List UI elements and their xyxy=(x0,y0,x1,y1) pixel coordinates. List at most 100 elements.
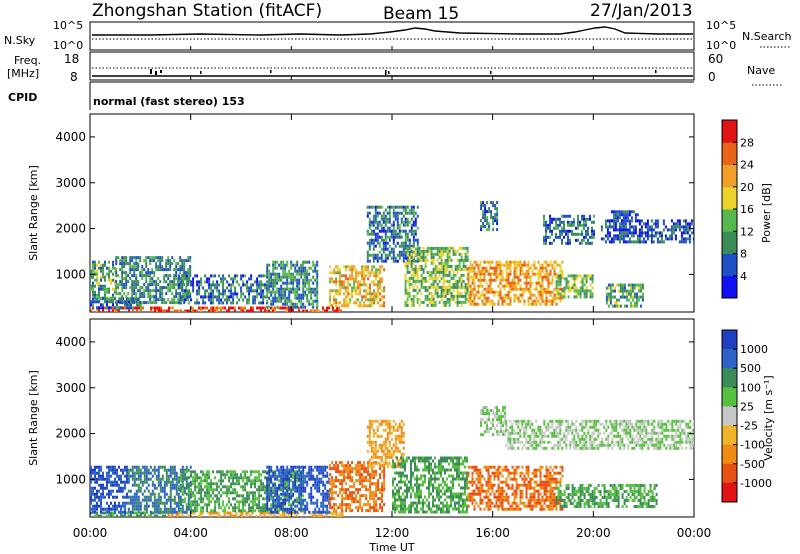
sky-right-tick-bottom: 10^0 xyxy=(706,39,736,52)
power-ytick-label: 2000 xyxy=(55,222,86,236)
power-colorbar-tick-label: 12 xyxy=(740,225,754,238)
power-region xyxy=(404,246,469,307)
power-colorbar: 4 8 12 16 20 24 28 xyxy=(721,119,754,299)
velocity-colorbar-frame xyxy=(721,329,738,503)
velocity-colorbar-tick-label: -25 xyxy=(740,420,758,433)
velocity-region xyxy=(555,484,658,508)
x-tick-label: 00:00 xyxy=(677,526,712,540)
power-region xyxy=(555,274,594,299)
cpid-text: normal (fast stereo) 153 xyxy=(93,95,245,108)
sky-right-tick-top: 10^5 xyxy=(706,19,736,32)
velocity-region xyxy=(90,465,128,514)
velocity-colorbar-tick-label: 500 xyxy=(740,362,761,375)
velocity-region xyxy=(467,465,564,511)
power-colorbar-tick-label: 16 xyxy=(740,203,754,216)
power-colorbar-swatch xyxy=(722,164,737,188)
velocity-region xyxy=(505,419,694,450)
sky-left-tick-bottom: 10^0 xyxy=(53,39,83,52)
velocity-colorbar-swatch xyxy=(722,349,737,369)
velocity-colorbar-swatch xyxy=(722,387,737,407)
freq-left-label-2: [MHz] xyxy=(7,67,39,80)
power-region xyxy=(610,210,639,223)
freq-left-tick-top: 18 xyxy=(64,52,79,66)
date-title: 27/Jan/2013 xyxy=(590,1,693,21)
freq-right-tick-top: 60 xyxy=(708,52,723,66)
power-colorbar-swatch xyxy=(722,186,737,210)
x-tick-label: 20:00 xyxy=(576,526,611,540)
velocity-region xyxy=(480,406,507,437)
velocity-colorbar-swatch xyxy=(722,406,737,427)
x-tick-label: 08:00 xyxy=(274,526,309,540)
sky-left-label: N.Sky xyxy=(4,34,36,47)
velocity-colorbar-swatch xyxy=(722,482,737,503)
power-colorbar-tick-label: 4 xyxy=(740,270,747,283)
power-region xyxy=(605,283,644,308)
freq-left-label-1: Freq. xyxy=(14,54,41,67)
velocity-axes: 1000 2000 3000 4000 xyxy=(55,319,695,517)
velocity-colorbar-tick-label: 1000 xyxy=(740,343,768,356)
velocity-colorbar-tick-label: 100 xyxy=(740,381,761,394)
cpid-label: CPID xyxy=(8,91,37,104)
x-tick-label: 12:00 xyxy=(375,526,410,540)
power-colorbar-swatch xyxy=(722,231,737,254)
velocity-colorbar-tick-label: -500 xyxy=(740,458,765,471)
velocity-colorbar-swatch xyxy=(722,425,737,446)
velocity-colorbar: 1000 500 100 25 -25 -100 -500 -1000 xyxy=(721,329,772,503)
velocity-colorbar-tick-label: 25 xyxy=(740,400,754,413)
sky-solid-trace xyxy=(92,26,693,36)
power-colorbar-swatch xyxy=(722,142,737,165)
velocity-region xyxy=(366,419,405,468)
velocity-ylabel: Slant Range [km] xyxy=(27,370,40,466)
power-colorbar-swatch xyxy=(722,275,737,299)
x-axis-label: Time UT xyxy=(368,541,414,554)
power-ytick-label: 3000 xyxy=(55,176,86,190)
power-data xyxy=(90,201,694,312)
power-colorbar-tick-label: 24 xyxy=(740,159,754,172)
velocity-region xyxy=(329,461,386,513)
power-colorbar-tick-label: 28 xyxy=(740,136,754,149)
velocity-colorbar-label: Velocity [m s⁻¹] xyxy=(762,375,775,460)
beam-title: Beam 15 xyxy=(383,4,459,24)
power-region xyxy=(366,205,419,263)
velocity-colorbar-swatch xyxy=(722,368,737,388)
power-colorbar-tick-label: 20 xyxy=(740,181,754,194)
power-ytick-label: 4000 xyxy=(55,130,86,144)
power-colorbar-swatch xyxy=(722,120,737,143)
freq-left-tick-bottom: 8 xyxy=(70,70,78,84)
velocity-colorbar-tick-label: -100 xyxy=(740,439,765,452)
power-axes: 1000 2000 3000 4000 xyxy=(55,114,695,312)
velocity-colorbar-swatch xyxy=(722,463,737,484)
velocity-region xyxy=(266,465,331,514)
freq-right-label: Nave xyxy=(747,64,775,77)
velocity-ytick-label: 1000 xyxy=(55,472,86,486)
power-ylabel: Slant Range [km] xyxy=(27,165,40,261)
velocity-colorbar-swatch xyxy=(722,330,737,350)
nave-dropouts xyxy=(150,69,657,75)
velocity-colorbar-tick-label: -1000 xyxy=(740,477,772,490)
power-region xyxy=(266,260,319,309)
power-ytick-label: 1000 xyxy=(55,267,86,281)
power-colorbar-swatch xyxy=(722,209,737,232)
power-region xyxy=(480,201,499,232)
x-tick-label: 04:00 xyxy=(173,526,208,540)
velocity-data xyxy=(90,406,694,517)
freq-right-tick-bottom: 0 xyxy=(708,70,716,84)
power-region xyxy=(600,219,694,244)
power-colorbar-label: Power [dB] xyxy=(760,183,773,243)
station-title: Zhongshan Station (fitACF) xyxy=(92,1,322,21)
sky-panel-frame xyxy=(89,21,695,51)
power-colorbar-tick-label: 8 xyxy=(740,248,747,261)
x-axis: 00:00 04:00 08:00 12:00 16:00 20:00 00:00 xyxy=(73,46,712,540)
sky-left-tick-top: 10^5 xyxy=(53,19,83,32)
velocity-ytick-label: 4000 xyxy=(55,335,86,349)
sky-right-label: N.Search xyxy=(742,30,792,43)
velocity-colorbar-swatch xyxy=(722,444,737,465)
velocity-ytick-label: 2000 xyxy=(55,427,86,441)
velocity-ytick-label: 3000 xyxy=(55,381,86,395)
power-region xyxy=(329,265,386,308)
power-region xyxy=(90,260,116,300)
x-tick-label: 00:00 xyxy=(73,526,108,540)
power-colorbar-swatch xyxy=(722,253,737,277)
power-region xyxy=(543,214,595,245)
